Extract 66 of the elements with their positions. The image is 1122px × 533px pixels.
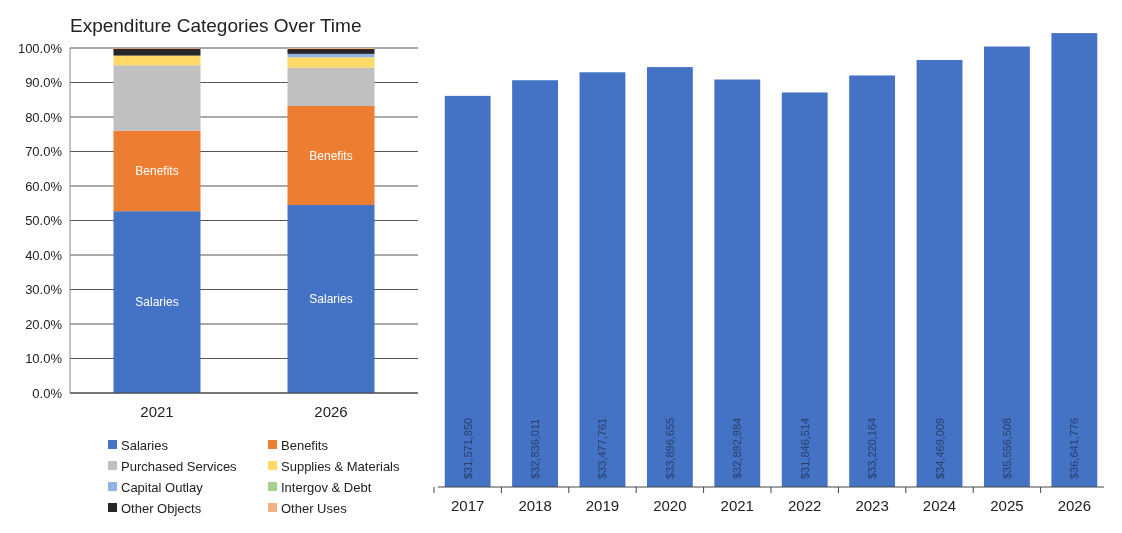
bar [287,49,375,54]
data-label: $31,571,850 [461,417,474,479]
x-tick-label: 2020 [653,497,687,514]
legend-label: Benefits [281,437,329,453]
legend-label: Supplies & Materials [281,458,400,474]
chart-title: Expenditure Categories Over Time [70,15,362,36]
x-tick-label: 2023 [855,497,889,514]
bar [1051,33,1098,487]
bar [113,65,201,131]
data-label: $33,477,761 [596,417,609,479]
y-tick-label: 0.0% [32,385,63,401]
bar [984,46,1030,487]
bar [579,72,626,487]
bar [849,75,896,487]
data-label: $35,556,508 [1000,417,1013,479]
data-label: $32,892,984 [731,417,744,479]
x-tick-label: 2021 [140,403,174,420]
bar [113,48,201,56]
bar [781,92,828,487]
y-tick-label: 70.0% [25,144,63,160]
data-label: Benefits [135,164,179,179]
y-tick-label: 30.0% [25,282,63,298]
x-tick-label: 2026 [314,403,348,420]
data-label: $34,469,009 [933,417,946,479]
data-label: $32,836,011 [529,418,542,479]
y-tick-label: 10.0% [25,351,63,367]
data-label: Benefits [309,148,353,163]
legend-label: Capital Outlay [121,479,204,495]
data-label: $33,220,164 [866,417,879,479]
x-tick-label: 2021 [720,497,754,514]
x-tick-label: 2025 [990,497,1024,514]
x-tick-label: 2018 [518,497,552,514]
legend-label: Other Objects [121,500,202,516]
x-tick-label: 2019 [585,497,620,514]
data-label: $31,846,514 [798,417,811,479]
y-tick-label: 50.0% [25,213,63,229]
y-tick-label: 80.0% [25,109,63,125]
bar [512,80,558,487]
x-tick-label: 2024 [922,497,957,514]
bar [113,211,201,393]
x-tick-label: 2017 [450,497,485,514]
bar [714,79,761,487]
bar [646,67,693,487]
bar [916,59,963,487]
legend-label: Other Uses [281,500,348,516]
bar [287,105,375,205]
data-label: $36,641,776 [1068,417,1081,479]
data-label: $33,896,655 [663,417,676,479]
bar [287,57,375,68]
data-label: Salaries [135,295,179,310]
y-tick-label: 40.0% [25,247,63,263]
bar [113,130,201,212]
legend-label: Purchased Services [121,458,238,474]
bar [113,55,201,66]
y-tick-label: 90.0% [25,75,63,91]
legend-label: Salaries [121,437,169,453]
bar [444,95,491,487]
bar [287,67,375,106]
x-tick-label: 2026 [1057,497,1092,514]
y-tick-label: 60.0% [25,178,63,194]
legend-label: Intergov & Debt [281,479,372,495]
y-tick-label: 20.0% [25,316,63,332]
data-label: Salaries [309,292,353,307]
x-tick-label: 2022 [788,497,822,514]
y-tick-label: 100.0% [17,40,63,56]
bar [287,204,375,393]
